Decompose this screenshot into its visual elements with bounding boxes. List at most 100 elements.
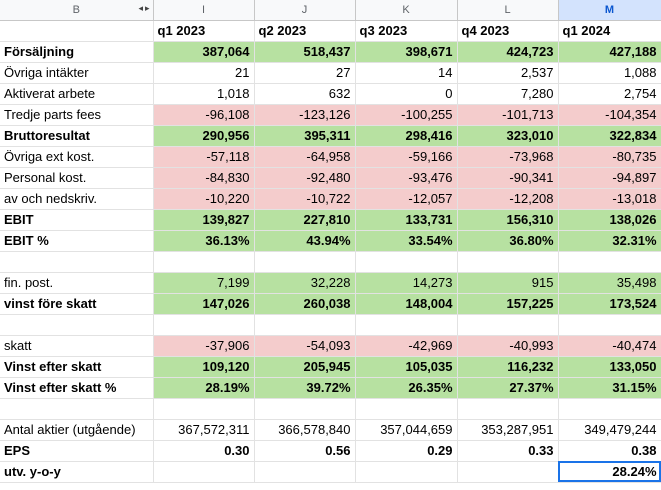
value-cell[interactable]: 298,416 <box>355 125 458 147</box>
value-cell[interactable]: 632 <box>254 83 356 105</box>
value-cell[interactable]: -12,057 <box>355 188 458 210</box>
value-cell[interactable]: 148,004 <box>355 293 458 315</box>
row-label-cell[interactable]: Vinst efter skatt <box>0 356 154 378</box>
value-cell[interactable]: 367,572,311 <box>153 419 255 441</box>
cell[interactable] <box>0 20 154 42</box>
value-cell[interactable]: 0 <box>355 83 458 105</box>
value-cell[interactable] <box>558 398 661 420</box>
value-cell[interactable]: 1,088 <box>558 62 661 84</box>
value-cell[interactable]: 349,479,244 <box>558 419 661 441</box>
value-cell[interactable]: 0.56 <box>254 440 356 462</box>
value-cell[interactable]: -104,354 <box>558 104 661 126</box>
value-cell[interactable]: -64,958 <box>254 146 356 168</box>
value-cell[interactable]: -57,118 <box>153 146 255 168</box>
value-cell[interactable]: 28.19% <box>153 377 255 399</box>
value-cell[interactable]: 518,437 <box>254 41 356 63</box>
value-cell[interactable]: -54,093 <box>254 335 356 357</box>
value-cell[interactable]: 26.35% <box>355 377 458 399</box>
quarter-header-cell[interactable]: q1 2024 <box>558 20 661 42</box>
value-cell[interactable]: -80,735 <box>558 146 661 168</box>
value-cell[interactable]: 7,280 <box>457 83 559 105</box>
value-cell[interactable]: -84,830 <box>153 167 255 189</box>
value-cell[interactable]: -92,480 <box>254 167 356 189</box>
value-cell[interactable]: 424,723 <box>457 41 559 63</box>
value-cell[interactable]: 173,524 <box>558 293 661 315</box>
quarter-header-cell[interactable]: q3 2023 <box>355 20 458 42</box>
value-cell[interactable]: 139,827 <box>153 209 255 231</box>
value-cell[interactable] <box>457 251 559 273</box>
row-label-cell[interactable]: utv. y-o-y <box>0 461 154 483</box>
value-cell[interactable]: -10,220 <box>153 188 255 210</box>
value-cell[interactable]: -10,722 <box>254 188 356 210</box>
row-label-cell[interactable] <box>0 314 154 336</box>
value-cell[interactable]: 0.29 <box>355 440 458 462</box>
value-cell[interactable]: 227,810 <box>254 209 356 231</box>
value-cell[interactable]: 357,044,659 <box>355 419 458 441</box>
value-cell[interactable]: 36.80% <box>457 230 559 252</box>
value-cell[interactable]: -100,255 <box>355 104 458 126</box>
value-cell[interactable]: 353,287,951 <box>457 419 559 441</box>
value-cell[interactable] <box>153 314 255 336</box>
value-cell[interactable]: 27.37% <box>457 377 559 399</box>
value-cell[interactable]: -90,341 <box>457 167 559 189</box>
column-header-k[interactable]: K <box>355 0 458 21</box>
row-label-cell[interactable]: Bruttoresultat <box>0 125 154 147</box>
value-cell[interactable]: -96,108 <box>153 104 255 126</box>
value-cell[interactable] <box>355 251 458 273</box>
row-label-cell[interactable]: Övriga intäkter <box>0 62 154 84</box>
value-cell[interactable]: 323,010 <box>457 125 559 147</box>
value-cell[interactable]: 21 <box>153 62 255 84</box>
value-cell[interactable]: 156,310 <box>457 209 559 231</box>
value-cell[interactable]: -94,897 <box>558 167 661 189</box>
value-cell[interactable]: 7,199 <box>153 272 255 294</box>
row-label-cell[interactable]: Försäljning <box>0 41 154 63</box>
value-cell[interactable]: -42,969 <box>355 335 458 357</box>
value-cell[interactable]: -12,208 <box>457 188 559 210</box>
value-cell[interactable] <box>254 251 356 273</box>
value-cell[interactable]: 0.38 <box>558 440 661 462</box>
value-cell[interactable] <box>457 314 559 336</box>
quarter-header-cell[interactable]: q2 2023 <box>254 20 356 42</box>
value-cell[interactable]: 33.54% <box>355 230 458 252</box>
column-header-l[interactable]: L <box>457 0 559 21</box>
value-cell[interactable]: -101,713 <box>457 104 559 126</box>
value-cell[interactable]: 35,498 <box>558 272 661 294</box>
value-cell[interactable] <box>558 251 661 273</box>
value-cell[interactable]: 2,754 <box>558 83 661 105</box>
value-cell[interactable]: -40,993 <box>457 335 559 357</box>
row-label-cell[interactable] <box>0 398 154 420</box>
value-cell[interactable] <box>153 461 255 483</box>
value-cell[interactable]: 290,956 <box>153 125 255 147</box>
row-label-cell[interactable]: av och nedskriv. <box>0 188 154 210</box>
value-cell[interactable]: 2,537 <box>457 62 559 84</box>
value-cell[interactable] <box>355 461 458 483</box>
value-cell[interactable]: -13,018 <box>558 188 661 210</box>
value-cell[interactable] <box>558 314 661 336</box>
value-cell[interactable]: -40,474 <box>558 335 661 357</box>
value-cell[interactable]: 427,188 <box>558 41 661 63</box>
row-label-cell[interactable]: EBIT % <box>0 230 154 252</box>
column-expand-arrows-icon[interactable]: ◂▸ <box>138 3 152 13</box>
value-cell[interactable]: 260,038 <box>254 293 356 315</box>
value-cell[interactable] <box>153 398 255 420</box>
value-cell[interactable]: 14 <box>355 62 458 84</box>
value-cell[interactable] <box>457 461 559 483</box>
row-label-cell[interactable]: vinst före skatt <box>0 293 154 315</box>
row-label-cell[interactable]: skatt <box>0 335 154 357</box>
value-cell[interactable]: 0.33 <box>457 440 559 462</box>
value-cell[interactable]: -59,166 <box>355 146 458 168</box>
column-header-b[interactable]: B ◂▸ <box>0 0 154 21</box>
value-cell[interactable]: 116,232 <box>457 356 559 378</box>
value-cell[interactable]: 915 <box>457 272 559 294</box>
row-label-cell[interactable]: Vinst efter skatt % <box>0 377 154 399</box>
row-label-cell[interactable]: Antal aktier (utgående) <box>0 419 154 441</box>
value-cell[interactable]: -73,968 <box>457 146 559 168</box>
value-cell[interactable]: -123,126 <box>254 104 356 126</box>
value-cell[interactable]: 109,120 <box>153 356 255 378</box>
value-cell[interactable] <box>355 314 458 336</box>
value-cell[interactable]: 32,228 <box>254 272 356 294</box>
row-label-cell[interactable]: Personal kost. <box>0 167 154 189</box>
column-header-i[interactable]: I <box>153 0 255 21</box>
value-cell[interactable] <box>254 398 356 420</box>
value-cell[interactable] <box>153 251 255 273</box>
